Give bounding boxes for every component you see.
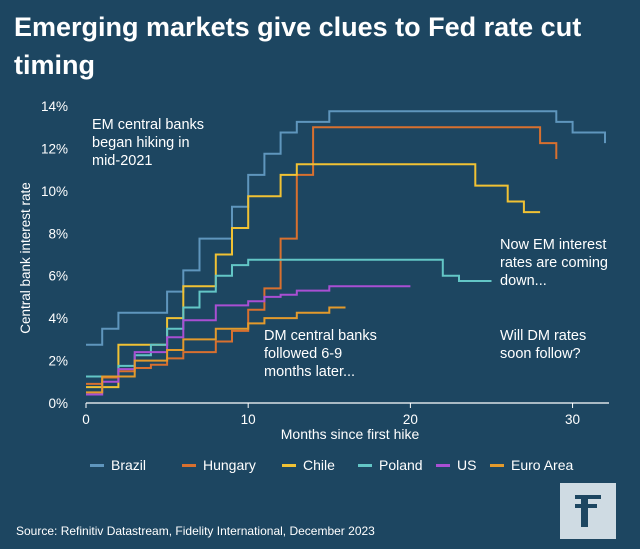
fidelity-f-icon — [575, 495, 601, 527]
annotation-em-hiking: EM central banks began hiking in mid-202… — [92, 117, 205, 169]
series-line-brazil — [86, 110, 606, 346]
series-line-hungary — [86, 126, 558, 385]
legend-swatch — [436, 463, 450, 467]
legend-swatch — [182, 463, 196, 467]
y-tick-label: 12% — [41, 141, 68, 156]
legend-swatch — [358, 463, 372, 467]
legend-item-brazil: Brazil — [90, 455, 146, 475]
y-tick-label: 4% — [48, 311, 68, 326]
legend: Brazil Hungary Chile Poland US Euro Area — [90, 455, 610, 475]
legend-item-hungary: Hungary — [182, 455, 256, 475]
series-line-euro-area — [86, 306, 346, 394]
legend-item-us: US — [436, 455, 476, 475]
y-tick-label: 6% — [48, 269, 68, 284]
y-tick-label: 8% — [48, 226, 68, 241]
legend-label: Chile — [303, 457, 335, 473]
legend-swatch — [90, 463, 104, 467]
y-tick-label: 14% — [41, 99, 68, 114]
legend-label: Poland — [379, 457, 423, 473]
legend-label: Euro Area — [511, 457, 574, 473]
annotation-em-coming-down: Now EM interest rates are coming down... — [500, 237, 608, 289]
annotation-dm-follow-question: Will DM rates soon follow? — [500, 328, 587, 362]
y-tick-label: 10% — [41, 184, 68, 199]
legend-swatch — [490, 463, 504, 467]
legend-swatch — [282, 463, 296, 467]
y-axis-label: Central bank interest rate — [18, 182, 33, 334]
series-line-poland — [86, 258, 492, 378]
y-tick-label: 0% — [48, 396, 68, 411]
legend-item-euro-area: Euro Area — [490, 455, 573, 475]
legend-label: Hungary — [203, 457, 256, 473]
legend-item-chile: Chile — [282, 455, 335, 475]
fidelity-logo — [560, 483, 616, 539]
legend-item-poland: Poland — [358, 455, 423, 475]
x-tick-label: 30 — [565, 412, 580, 427]
y-tick-label: 2% — [48, 354, 68, 369]
legend-label: Brazil — [111, 457, 147, 473]
chart-title: Emerging markets give clues to Fed rate … — [14, 12, 582, 80]
annotation-dm-followed: DM central banks followed 6-9 months lat… — [264, 328, 377, 380]
x-tick-label: 0 — [82, 412, 90, 427]
legend-label: US — [457, 457, 477, 473]
source-note: Source: Refinitiv Datastream, Fidelity I… — [16, 524, 375, 538]
x-axis-label: Months since first hike — [280, 426, 420, 442]
x-tick-label: 10 — [241, 412, 256, 427]
x-tick-label: 20 — [403, 412, 418, 427]
